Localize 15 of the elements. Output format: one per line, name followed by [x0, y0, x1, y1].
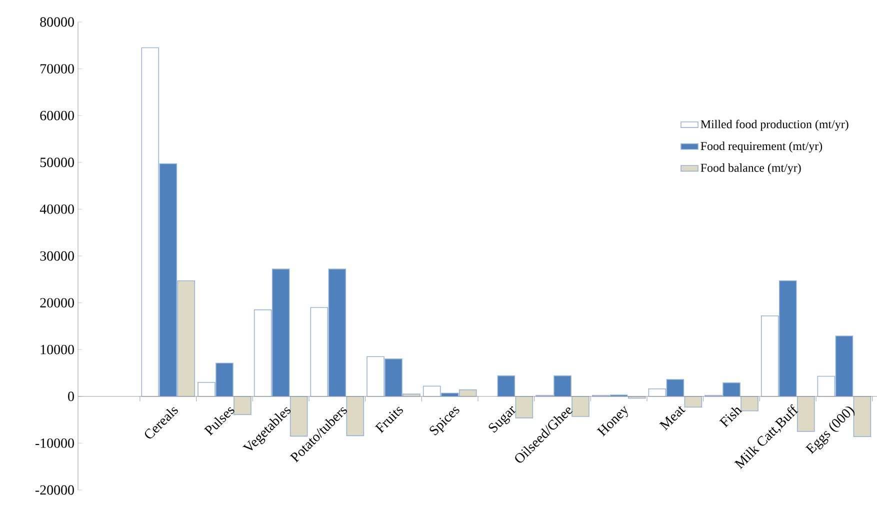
y-tick-label: 20000: [40, 298, 74, 308]
y-tick-label: 60000: [40, 110, 74, 120]
y-tick-label: 10000: [40, 344, 74, 354]
legend-label: Milled food production (mt/yr): [700, 120, 848, 131]
y-tick-label: -10000: [35, 438, 74, 448]
y-tick-label: 50000: [40, 158, 74, 168]
y-tick-label: -20000: [35, 485, 74, 495]
legend-label: Food requirement (mt/yr): [700, 142, 822, 153]
y-tick-label: 70000: [40, 64, 74, 74]
y-tick-label: 30000: [40, 251, 74, 261]
y-tick-label: 80000: [40, 17, 74, 27]
y-tick-label: 0: [68, 392, 74, 402]
y-tick-label: 40000: [40, 204, 74, 214]
legend-label: Food balance (mt/yr): [700, 163, 801, 174]
x-tick-label: Fish: [719, 407, 742, 428]
